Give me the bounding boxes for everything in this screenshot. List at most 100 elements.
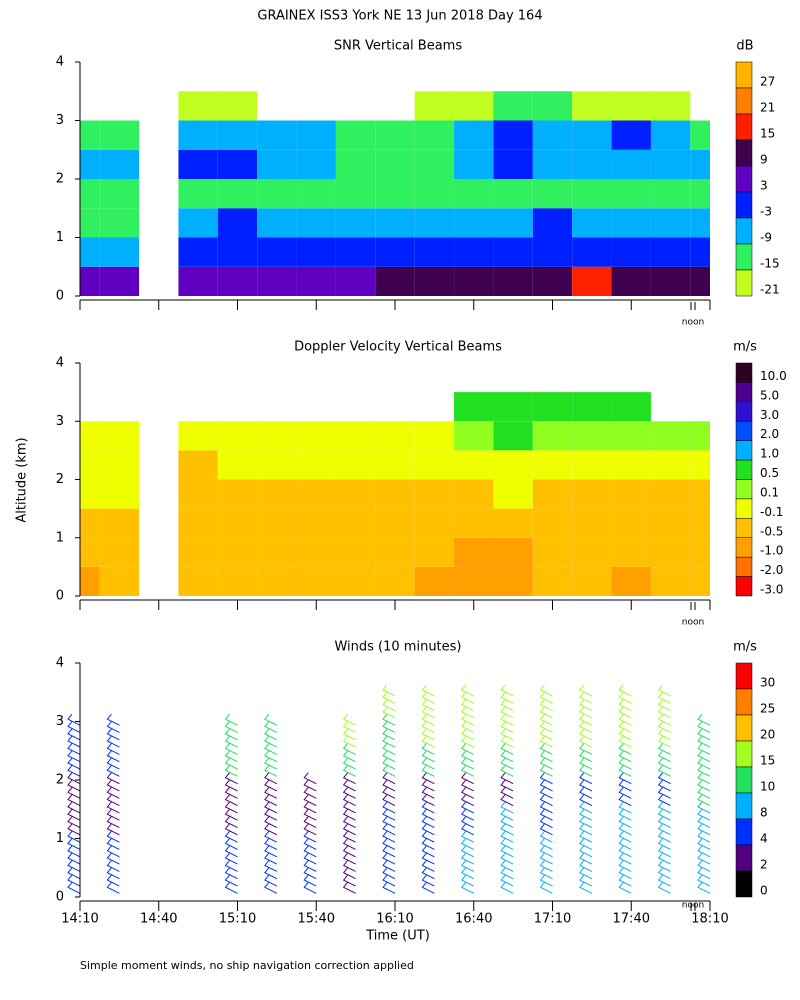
barb-stroke <box>421 743 435 755</box>
x-tick-label: 16:10 <box>376 912 413 927</box>
colorbar-label: 0.1 <box>760 485 779 499</box>
barb-stroke <box>500 845 514 858</box>
barb-stroke <box>342 852 356 865</box>
heatmap-cell <box>454 237 494 267</box>
wind-barb <box>657 772 671 807</box>
barb-stroke <box>264 845 278 858</box>
heatmap-cell <box>611 566 651 596</box>
y-tick-label: 0 <box>56 289 64 304</box>
barb-stroke <box>264 743 278 755</box>
barb-stroke <box>460 750 474 763</box>
heatmap-cell <box>217 91 258 121</box>
barb-stroke <box>657 757 671 770</box>
barb-stroke <box>303 779 317 792</box>
barb-stroke <box>697 765 711 777</box>
barb-stroke <box>382 852 396 865</box>
barb-stroke <box>303 772 317 785</box>
barb-stroke <box>264 750 278 763</box>
barb-stroke <box>342 772 356 785</box>
barb-stroke <box>579 691 593 704</box>
barb-stroke <box>539 874 553 887</box>
barb-stroke <box>264 772 278 785</box>
barb-stroke <box>657 691 671 704</box>
wind-barb <box>500 713 514 748</box>
barb-stroke <box>342 867 356 880</box>
colorbar-label: 5.0 <box>760 388 779 402</box>
barb-stroke <box>303 816 317 828</box>
barb-stroke <box>264 838 278 850</box>
barb-stroke <box>460 786 474 799</box>
barb-stroke <box>697 779 711 792</box>
barb-stroke <box>697 808 711 821</box>
heatmap-cell <box>454 421 494 451</box>
barb-stroke <box>106 852 120 865</box>
barb-stroke <box>264 721 278 733</box>
heatmap-cell <box>572 208 612 238</box>
barb-stroke <box>618 706 632 719</box>
colorbar-box <box>735 382 753 403</box>
barb-stroke <box>618 838 632 850</box>
heatmap-cell <box>611 120 651 150</box>
heatmap-cell <box>335 566 376 596</box>
heatmap-cell <box>375 421 415 451</box>
heatmap-cell <box>217 537 258 567</box>
barb-stroke <box>421 823 435 836</box>
barb-stroke <box>67 823 81 836</box>
wind-barb <box>382 860 396 894</box>
heatmap-cell <box>80 537 100 567</box>
barb-stroke <box>382 801 396 814</box>
wind-barb <box>460 801 474 836</box>
colorbar-label: 30 <box>760 676 775 690</box>
y-tick-label: 2 <box>56 472 64 487</box>
heatmap-cell <box>572 508 612 538</box>
barb-stroke <box>264 713 278 726</box>
colorbar-label: 20 <box>760 728 775 742</box>
barb-stroke <box>460 801 474 814</box>
barb-stroke <box>618 765 632 777</box>
barb-stroke <box>382 779 396 792</box>
wind-barb <box>618 801 632 836</box>
barb-stroke <box>539 882 553 894</box>
heatmap-cell <box>454 91 494 121</box>
wind-barb <box>421 684 435 719</box>
wind-barb <box>421 801 435 836</box>
barb-stroke <box>67 786 81 799</box>
barb-stroke <box>421 786 435 799</box>
heatmap-cell <box>611 479 651 509</box>
wind-barb <box>67 860 81 894</box>
barb-stroke <box>539 779 553 792</box>
barb-stroke <box>539 699 553 711</box>
wind-barb <box>500 801 514 836</box>
barb-stroke <box>264 852 278 865</box>
heatmap-cell <box>178 120 218 150</box>
heatmap-cell <box>690 450 710 480</box>
heatmap-cell <box>572 179 612 209</box>
barb-stroke <box>657 735 671 748</box>
colorbar-box <box>735 662 753 690</box>
panel-title: Winds (10 minutes) <box>334 640 461 655</box>
heatmap-cell <box>80 508 100 538</box>
heatmap-cell <box>296 149 336 179</box>
barb-stroke <box>579 684 593 697</box>
barb-stroke <box>460 838 474 850</box>
heatmap-cell <box>454 450 494 480</box>
barb-stroke <box>697 830 711 843</box>
panel-title: SNR Vertical Beams <box>334 39 462 54</box>
barb-stroke <box>106 801 120 814</box>
barb-stroke <box>421 728 435 741</box>
barb-stroke <box>264 765 278 777</box>
barb-stroke <box>421 882 435 894</box>
wind-barb <box>342 772 356 807</box>
barb-stroke <box>342 721 356 733</box>
barb-stroke <box>500 728 514 741</box>
barb-stroke <box>106 721 120 733</box>
heatmap-cell <box>650 208 691 238</box>
wind-barb <box>67 801 81 836</box>
wind-barb <box>421 772 435 807</box>
barb-stroke <box>264 882 278 894</box>
wind-barb <box>579 772 593 807</box>
barb-stroke <box>106 728 120 741</box>
barb-stroke <box>224 816 238 828</box>
colorbar-box <box>735 61 753 89</box>
barb-stroke <box>342 874 356 887</box>
